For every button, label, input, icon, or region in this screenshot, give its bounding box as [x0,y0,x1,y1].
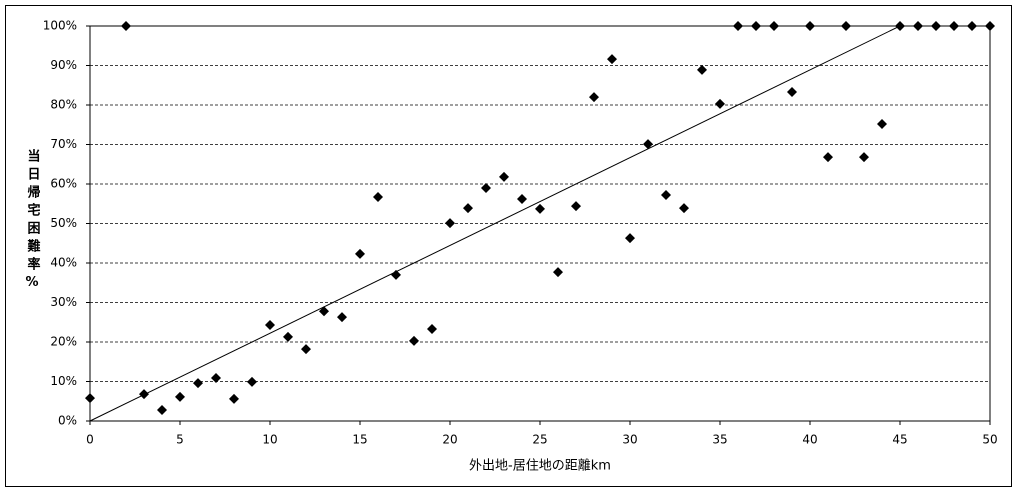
point [787,86,797,97]
point [121,21,131,31]
point [805,21,815,31]
point [391,269,401,280]
x-tick-label: 0 [86,433,94,447]
point [463,203,473,214]
point [427,323,437,334]
point [247,376,257,387]
point [643,139,653,150]
point [697,64,707,75]
x-tick-label: 5 [176,433,184,447]
point [553,267,563,278]
chart-border [5,5,1012,487]
point [265,320,275,331]
y-tick-label: 50% [50,216,77,230]
point [517,194,527,205]
x-tick-label: 15 [352,433,367,447]
x-tick-label: 25 [532,433,547,447]
y-tick-label: 90% [50,58,77,72]
point [445,218,455,229]
x-tick-label: 20 [442,433,457,447]
point [589,92,599,103]
point [733,21,743,31]
point [913,21,923,31]
point [85,393,95,404]
x-axis-label: 外出地-居住地の距離km [469,459,611,474]
point [211,372,221,383]
trendline [89,25,901,422]
y-tick-label: 80% [50,98,77,112]
point [193,378,203,389]
point [895,21,905,31]
point [841,21,851,31]
point [283,331,293,342]
point [337,312,347,323]
point [571,201,581,212]
point [679,203,689,214]
point [931,21,941,31]
point [661,190,671,201]
point [949,21,959,31]
y-tick-label: 20% [50,335,77,349]
point [967,21,977,31]
point [175,391,185,402]
point [715,98,725,109]
point [607,54,617,65]
y-tick-label: 30% [50,295,77,309]
y-tick-label: 10% [50,374,77,388]
x-tick-label: 45 [892,433,907,447]
point [319,306,329,317]
point [859,152,869,163]
point [499,171,509,182]
x-tick-label: 40 [802,433,817,447]
point [373,192,383,203]
x-tick-label: 30 [622,433,637,447]
point [139,389,149,400]
point [409,335,419,346]
point [301,344,311,355]
y-tick-label: 70% [50,137,77,151]
y-tick-label: 0% [58,414,77,428]
point [535,203,545,214]
point [481,182,491,193]
y-axis-label: 当日帰宅困難率% [25,148,41,295]
x-tick-label: 50 [982,433,997,447]
point [823,152,833,163]
point [229,393,239,404]
x-tick-label: 35 [712,433,727,447]
y-tick-label: 60% [50,177,77,191]
point [355,248,365,259]
point [769,21,779,31]
y-tick-label: 40% [50,256,77,270]
x-tick-label: 10 [262,433,277,447]
point [985,21,995,31]
point [157,404,167,415]
point [625,233,635,244]
point [877,118,887,129]
point [751,21,761,31]
y-tick-label: 100% [43,19,77,33]
plot-area [89,25,991,422]
